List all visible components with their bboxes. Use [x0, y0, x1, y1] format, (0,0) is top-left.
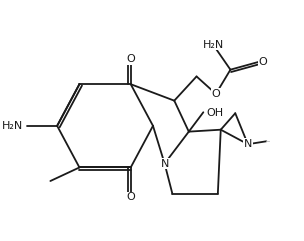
- Text: N: N: [161, 159, 169, 168]
- Text: H₂N: H₂N: [2, 121, 23, 131]
- Text: methyl: methyl: [266, 141, 271, 142]
- Text: O: O: [126, 54, 135, 64]
- Text: N: N: [244, 139, 252, 149]
- Text: O: O: [126, 193, 135, 202]
- Text: O: O: [212, 89, 220, 99]
- Text: OH: OH: [206, 108, 223, 118]
- Text: H₂N: H₂N: [202, 40, 224, 49]
- Text: O: O: [258, 57, 267, 67]
